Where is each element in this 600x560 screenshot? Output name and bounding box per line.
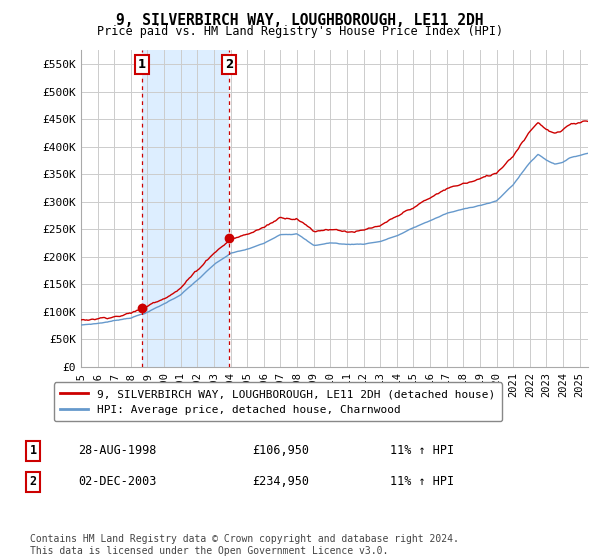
- Text: 2: 2: [225, 58, 233, 71]
- Text: 1: 1: [29, 444, 37, 458]
- Text: £234,950: £234,950: [252, 475, 309, 488]
- Bar: [142, 50, 229, 367]
- Text: Price paid vs. HM Land Registry's House Price Index (HPI): Price paid vs. HM Land Registry's House …: [97, 25, 503, 38]
- Text: 02-DEC-2003: 02-DEC-2003: [78, 475, 157, 488]
- Text: 9, SILVERBIRCH WAY, LOUGHBOROUGH, LE11 2DH: 9, SILVERBIRCH WAY, LOUGHBOROUGH, LE11 2…: [116, 13, 484, 29]
- Text: 11% ↑ HPI: 11% ↑ HPI: [390, 475, 454, 488]
- Text: £106,950: £106,950: [252, 444, 309, 458]
- Text: 28-AUG-1998: 28-AUG-1998: [78, 444, 157, 458]
- Text: 1: 1: [137, 58, 146, 71]
- Text: Contains HM Land Registry data © Crown copyright and database right 2024.
This d: Contains HM Land Registry data © Crown c…: [30, 534, 459, 556]
- Legend: 9, SILVERBIRCH WAY, LOUGHBOROUGH, LE11 2DH (detached house), HPI: Average price,: 9, SILVERBIRCH WAY, LOUGHBOROUGH, LE11 2…: [53, 382, 502, 421]
- Text: 11% ↑ HPI: 11% ↑ HPI: [390, 444, 454, 458]
- Text: 2: 2: [29, 475, 37, 488]
